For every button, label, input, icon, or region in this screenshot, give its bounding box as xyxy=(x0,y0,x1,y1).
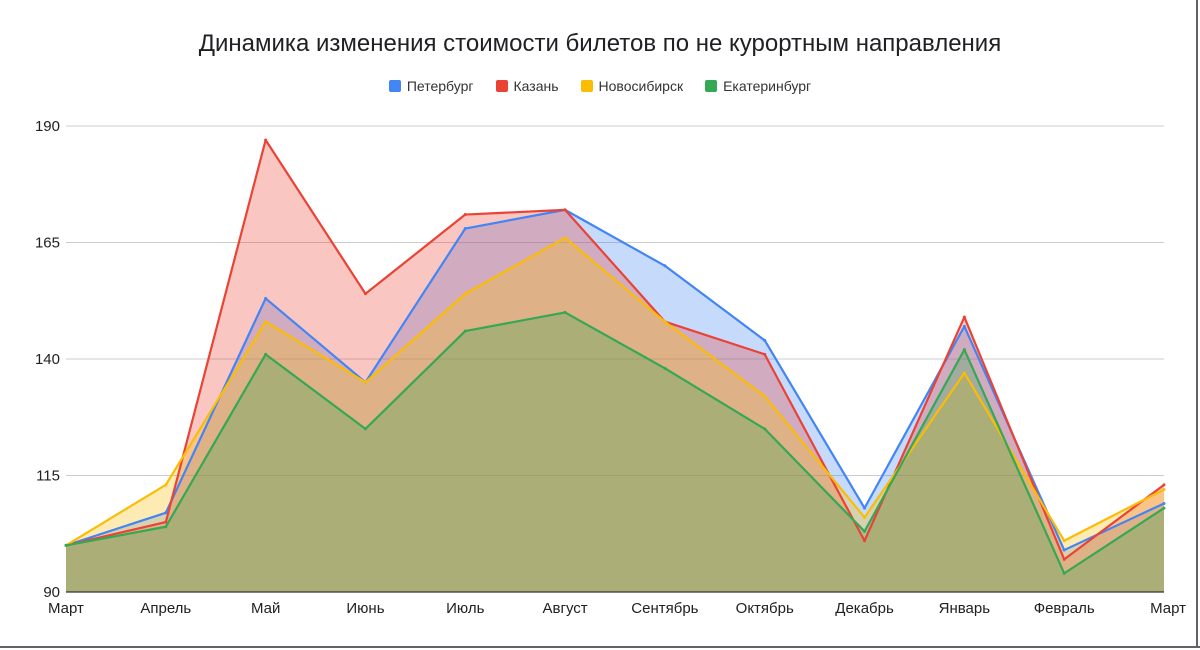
data-point-1-8 xyxy=(863,539,867,543)
x-tick-label-6: Сентябрь xyxy=(631,600,698,617)
x-tick-label-5: Август xyxy=(543,600,588,617)
data-point-0-11 xyxy=(1162,501,1166,505)
data-point-0-10 xyxy=(1062,548,1066,552)
legend: Петербург Казань Новосибирск Екатеринбур… xyxy=(0,78,1200,94)
x-tick-label-8: Декабрь xyxy=(835,600,894,617)
data-point-1-7 xyxy=(763,352,767,356)
legend-item-0[interactable]: Петербург xyxy=(388,78,474,94)
series-area-2 xyxy=(66,237,1164,592)
data-point-0-6 xyxy=(663,264,667,268)
data-point-0-1 xyxy=(164,511,168,515)
data-point-3-7 xyxy=(763,427,767,431)
series-line-0 xyxy=(65,208,1165,552)
data-point-1-3 xyxy=(363,292,367,296)
data-point-2-6 xyxy=(663,320,667,324)
data-point-2-11 xyxy=(1162,487,1166,491)
x-tick-label-7: Октябрь xyxy=(736,600,794,617)
data-point-2-7 xyxy=(763,394,767,398)
x-tick-label-11: Март xyxy=(1150,600,1186,617)
series-area-0 xyxy=(66,209,1164,592)
y-tick-label-4: 190 xyxy=(35,118,60,135)
data-point-1-5 xyxy=(563,208,567,212)
data-point-3-8 xyxy=(863,529,867,533)
legend-label-1: Казань xyxy=(513,78,559,94)
y-tick-label-2: 140 xyxy=(35,351,60,368)
y-tick-label-1: 115 xyxy=(36,468,60,485)
data-point-0-9 xyxy=(962,324,966,328)
data-point-3-5 xyxy=(563,310,567,314)
series-area-1 xyxy=(66,139,1164,593)
x-tick-label-10: Февраль xyxy=(1034,600,1095,617)
series-area-3 xyxy=(66,312,1164,592)
series-line-2 xyxy=(65,236,1165,547)
legend-swatch-2 xyxy=(580,80,593,92)
data-point-2-1 xyxy=(164,483,168,487)
data-point-0-2 xyxy=(264,296,268,300)
data-point-2-8 xyxy=(863,515,867,519)
data-point-1-9 xyxy=(962,315,966,319)
legend-item-2[interactable]: Новосибирск xyxy=(580,78,684,94)
chart-title: Динамика изменения стоимости билетов по … xyxy=(198,30,1002,57)
data-point-1-10 xyxy=(1062,557,1066,561)
legend-swatch-3 xyxy=(705,80,718,92)
data-point-2-3 xyxy=(363,380,367,384)
y-tick-label-0: 90 xyxy=(43,584,60,601)
legend-item-3[interactable]: Екатеринбург xyxy=(705,78,811,94)
x-tick-label-0: Март xyxy=(48,600,84,617)
data-point-2-2 xyxy=(264,320,268,324)
data-point-3-3 xyxy=(363,427,367,431)
x-tick-label-2: Май xyxy=(251,600,280,617)
series-line-3 xyxy=(65,311,1165,575)
data-point-3-4 xyxy=(463,329,467,333)
data-point-1-1 xyxy=(164,520,168,524)
data-point-3-10 xyxy=(1062,571,1066,575)
legend-item-1[interactable]: Казань xyxy=(495,78,559,94)
data-point-3-9 xyxy=(962,348,966,352)
data-point-2-10 xyxy=(1062,539,1066,543)
data-point-3-0 xyxy=(64,543,68,547)
data-point-3-1 xyxy=(164,525,168,529)
x-tick-label-1: Апрель xyxy=(140,600,191,617)
data-point-3-11 xyxy=(1162,506,1166,510)
x-tick-label-9: Январь xyxy=(939,600,991,617)
x-tick-label-4: Июль xyxy=(446,600,484,617)
data-point-0-4 xyxy=(463,227,467,231)
legend-label-3: Екатеринбург xyxy=(723,78,812,94)
data-point-1-11 xyxy=(1162,483,1166,487)
data-point-2-5 xyxy=(563,236,567,240)
frame-bottom-border xyxy=(0,646,1200,648)
data-point-0-8 xyxy=(863,506,867,510)
data-point-3-6 xyxy=(663,366,667,370)
legend-label-0: Петербург xyxy=(406,78,474,94)
series-line-1 xyxy=(65,138,1165,561)
data-point-1-4 xyxy=(463,213,467,217)
x-tick-label-3: Июнь xyxy=(346,600,384,617)
data-point-2-9 xyxy=(962,371,966,375)
y-tick-label-3: 165 xyxy=(35,235,60,252)
frame-right-border xyxy=(1196,0,1198,648)
legend-swatch-0 xyxy=(388,80,401,92)
data-point-3-2 xyxy=(264,352,268,356)
data-point-2-4 xyxy=(463,292,467,296)
legend-label-2: Новосибирск xyxy=(598,78,684,94)
data-point-0-7 xyxy=(763,338,767,342)
legend-swatch-1 xyxy=(495,80,508,92)
data-point-1-2 xyxy=(264,138,268,142)
